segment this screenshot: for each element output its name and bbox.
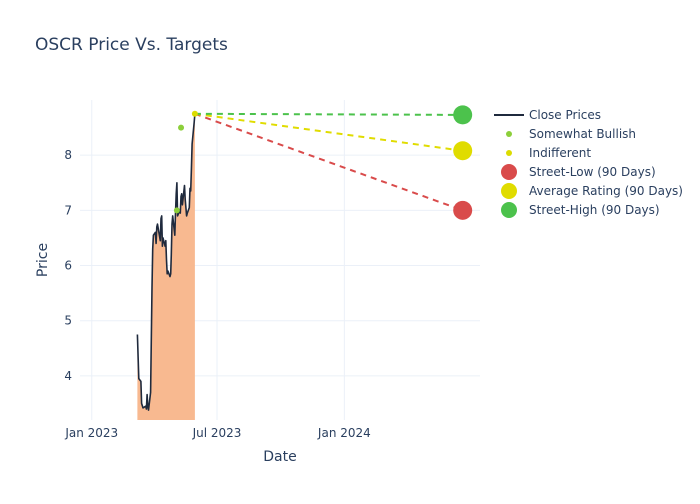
y-tick-label: 8	[64, 148, 72, 162]
target-marker-1	[453, 141, 473, 161]
legend-swatch-marker	[501, 183, 517, 199]
rating-marker-1	[191, 110, 198, 117]
legend-label: Indifferent	[529, 146, 591, 160]
close-price-line	[136, 113, 196, 411]
legend-swatch-dot	[506, 150, 512, 156]
rating-marker-0	[178, 124, 185, 131]
target-lines	[194, 112, 464, 212]
chart-title: OSCR Price Vs. Targets	[35, 35, 228, 55]
grid-lines	[80, 100, 480, 420]
target-line-2	[194, 112, 463, 116]
rating-marker-0	[173, 207, 180, 214]
target-line-1	[194, 112, 463, 152]
legend-label: Somewhat Bullish	[529, 127, 636, 141]
legend-label: Close Prices	[529, 108, 601, 122]
legend-label: Average Rating (90 Days)	[529, 184, 683, 198]
x-tick-label: Jan 2024	[317, 426, 371, 440]
x-tick-label: Jul 2023	[192, 426, 242, 440]
rating-markers	[173, 110, 198, 214]
price-line	[136, 113, 196, 411]
legend-label: Street-High (90 Days)	[529, 203, 660, 217]
y-tick-label: 6	[64, 259, 72, 273]
target-line-0	[194, 112, 464, 212]
legend-swatch-marker	[501, 164, 517, 180]
target-marker-0	[453, 200, 473, 220]
legend: Close Prices Somewhat Bullish Indifferent S…	[494, 108, 683, 218]
axes: 4 5 6 7 8 Jan 2023 Jul 2023 Jan 2024	[64, 148, 370, 440]
x-axis-label: Date	[263, 449, 296, 465]
y-axis-label: Price	[35, 243, 51, 277]
legend-swatch-marker	[501, 202, 517, 218]
legend-label: Street-Low (90 Days)	[529, 165, 656, 179]
target-markers	[453, 105, 473, 220]
y-tick-label: 5	[64, 314, 72, 328]
y-tick-label: 4	[64, 369, 72, 383]
target-marker-2	[453, 105, 473, 125]
legend-swatch-dot	[506, 131, 512, 137]
x-tick-label: Jan 2023	[64, 426, 118, 440]
y-tick-label: 7	[64, 203, 72, 217]
